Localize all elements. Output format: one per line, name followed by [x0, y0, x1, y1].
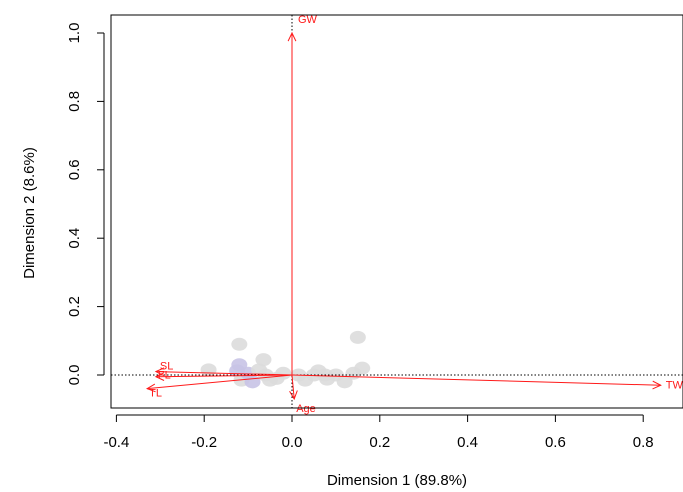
- vector-fl-line: [155, 374, 293, 378]
- data-point: [349, 330, 366, 344]
- reference-lines: [111, 15, 683, 408]
- data-point: [231, 337, 248, 351]
- y-tick-label: 1.0: [66, 23, 83, 44]
- data-point: [336, 375, 353, 389]
- data-point: [255, 353, 272, 367]
- y-tick-label: 0.2: [66, 296, 83, 317]
- vector-fl-label: FL: [158, 370, 171, 382]
- y-tick-label: 0.6: [66, 159, 83, 180]
- data-point: [200, 363, 217, 377]
- vector-age-arrowhead: [289, 390, 298, 401]
- vector-sl-label: SL: [160, 361, 173, 373]
- vector-tl-arrowhead: [145, 383, 156, 393]
- x-tick-label: 0.4: [457, 434, 478, 451]
- data-point: [244, 375, 261, 389]
- vector-fl-arrowhead: [154, 372, 165, 381]
- x-tick-label: 0.0: [282, 434, 303, 451]
- vector-gw-arrowhead: [287, 31, 297, 42]
- data-point: [275, 366, 292, 380]
- x-tick-label: 0.6: [545, 434, 566, 451]
- x-tick-label: 0.8: [633, 434, 654, 451]
- x-tick-label: 0.2: [369, 434, 390, 451]
- vector-age-line: [291, 374, 295, 399]
- y-axis-title: Dimension 2 (8.6%): [21, 147, 38, 279]
- x-axis-title: Dimension 1 (89.8%): [327, 472, 467, 489]
- y-tick-label: 0.8: [66, 91, 83, 112]
- vector-gw-label: GW: [298, 14, 318, 26]
- vector-sl-line: [155, 371, 293, 376]
- vector-tl-label: TL: [149, 388, 162, 400]
- vector-tl-line: [147, 374, 293, 390]
- vector-age-label: Age: [296, 403, 316, 415]
- vector-tw-line: [291, 374, 661, 386]
- plot-frame: [110, 14, 683, 409]
- y-tick-label: 0.0: [66, 365, 83, 386]
- x-tick-label: -0.2: [191, 434, 217, 451]
- vector-tw-label: TW: [666, 379, 683, 391]
- vector-tw-arrowhead: [652, 380, 662, 390]
- y-tick-label: 0.4: [66, 228, 83, 249]
- points-layer: [200, 330, 371, 389]
- data-point: [354, 361, 371, 375]
- x-tick-label: -0.4: [103, 434, 129, 451]
- axes: -0.4 -0.2 0.0 0.2 0.4 0.6 0.8 0.0 0.2 0.4 0.6 0.8 1.…: [66, 23, 654, 451]
